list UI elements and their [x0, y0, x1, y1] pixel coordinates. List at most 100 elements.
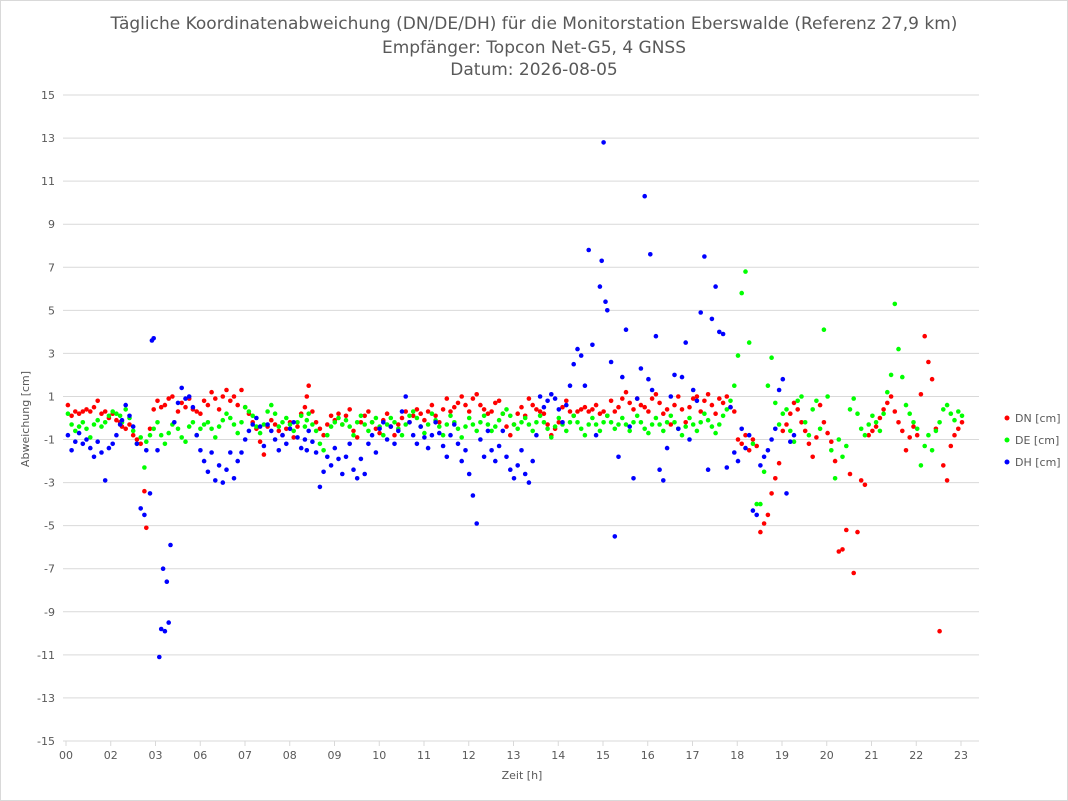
- data-point: [384, 437, 390, 442]
- data-point: [795, 398, 800, 404]
- data-point: [425, 409, 431, 414]
- data-point: [410, 432, 416, 438]
- data-point: [754, 512, 759, 518]
- data-point: [929, 448, 935, 453]
- data-point: [885, 400, 890, 406]
- data-point: [526, 480, 532, 485]
- data-point: [261, 443, 267, 449]
- data-point: [575, 346, 580, 352]
- data-point: [836, 549, 842, 554]
- data-point: [623, 422, 629, 427]
- data-point: [690, 387, 696, 393]
- data-point: [599, 258, 604, 264]
- data-point: [73, 439, 78, 445]
- data-point: [504, 454, 509, 460]
- data-points: [65, 140, 965, 660]
- title-line-1: Tägliche Koordinatenabweichung (DN/DE/DH…: [110, 14, 958, 34]
- data-point: [515, 411, 520, 417]
- data-point: [941, 407, 946, 412]
- data-point: [866, 422, 871, 427]
- data-point: [65, 432, 71, 438]
- data-point: [246, 428, 252, 434]
- data-point: [220, 394, 226, 399]
- data-point: [776, 460, 782, 466]
- data-point: [127, 422, 132, 427]
- data-point: [556, 415, 562, 421]
- data-point: [99, 424, 104, 429]
- data-point: [310, 409, 315, 414]
- data-point: [769, 355, 774, 361]
- data-point: [306, 428, 312, 434]
- data-point: [130, 424, 136, 429]
- data-point: [257, 439, 263, 445]
- data-point: [642, 193, 647, 199]
- legend: DN [cm] DE [cm] DH [cm]: [1004, 412, 1061, 469]
- data-point: [668, 422, 674, 427]
- legend-marker: [1004, 459, 1010, 465]
- data-point: [209, 389, 214, 395]
- data-point: [151, 426, 156, 432]
- data-point: [638, 402, 644, 408]
- data-point: [213, 478, 218, 483]
- data-point: [302, 404, 308, 410]
- data-point: [623, 389, 629, 395]
- data-point: [672, 372, 677, 378]
- data-point: [873, 420, 879, 425]
- data-point: [478, 420, 483, 425]
- data-point: [765, 512, 771, 518]
- data-point: [369, 420, 375, 425]
- data-point: [265, 409, 270, 414]
- data-point: [321, 469, 326, 475]
- title-line-3: Datum: 2026-08-05: [450, 60, 617, 80]
- data-point: [534, 407, 539, 412]
- data-point: [519, 404, 524, 410]
- data-point: [216, 407, 222, 412]
- data-point: [437, 424, 442, 429]
- data-point: [418, 411, 424, 417]
- data-point: [873, 424, 879, 429]
- data-point: [481, 454, 487, 460]
- data-point: [597, 411, 603, 417]
- data-point: [694, 428, 700, 434]
- data-point: [739, 441, 744, 447]
- data-point: [463, 448, 468, 453]
- data-point: [582, 432, 588, 438]
- data-point: [162, 402, 168, 408]
- data-point: [578, 407, 584, 412]
- data-point: [564, 428, 569, 434]
- data-point: [511, 476, 517, 481]
- data-point: [866, 432, 871, 438]
- data-point: [743, 432, 748, 438]
- data-point: [900, 428, 905, 434]
- data-point: [269, 428, 274, 434]
- data-point: [213, 435, 218, 440]
- data-point: [728, 398, 733, 404]
- data-point: [634, 396, 640, 401]
- data-point: [179, 435, 184, 440]
- data-point: [310, 439, 315, 445]
- data-point: [485, 428, 491, 434]
- data-point: [601, 409, 606, 414]
- data-point: [672, 402, 677, 408]
- data-point: [926, 359, 931, 365]
- data-point: [694, 398, 700, 404]
- data-point: [799, 420, 804, 425]
- data-point: [369, 432, 375, 438]
- data-point: [735, 353, 741, 358]
- data-point: [474, 428, 480, 434]
- data-point: [302, 424, 308, 429]
- data-point: [944, 478, 950, 483]
- data-point: [638, 420, 644, 425]
- data-point: [825, 430, 830, 436]
- data-point: [448, 409, 453, 414]
- data-point: [914, 426, 920, 432]
- data-point: [228, 398, 233, 404]
- data-point: [900, 374, 905, 380]
- data-point: [519, 448, 524, 453]
- data-point: [142, 488, 147, 494]
- x-tick-label: 22: [909, 749, 923, 762]
- data-point: [106, 445, 112, 451]
- data-point: [758, 501, 763, 507]
- data-point: [481, 413, 487, 419]
- data-point: [597, 284, 603, 289]
